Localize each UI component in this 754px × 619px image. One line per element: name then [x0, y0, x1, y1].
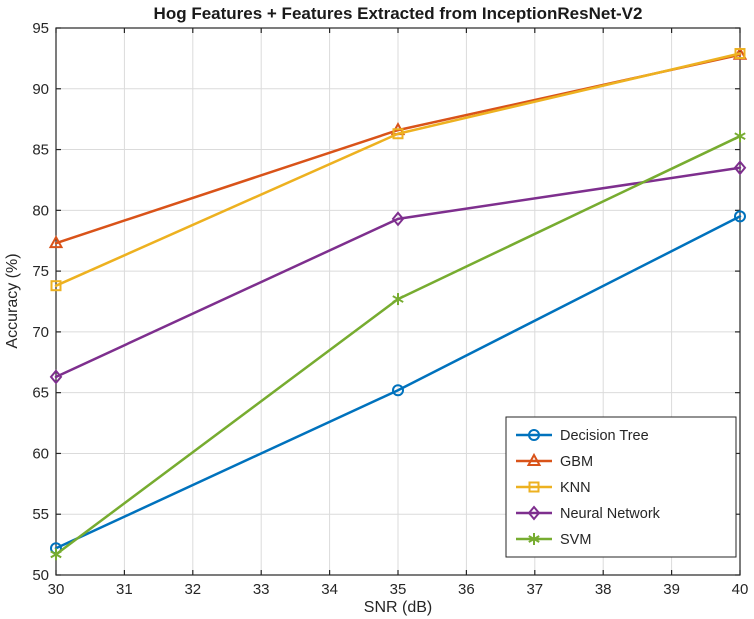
marker-square [734, 48, 746, 60]
x-tick-label: 40 [732, 581, 749, 598]
legend-entry-knn: KNN [516, 480, 591, 496]
marker-asterisk [528, 533, 540, 545]
y-tick-label: 95 [32, 20, 49, 37]
axes-layer: 30 31 32 33 34 35 36 37 38 39 40 50 55 60 65 70 75 80 85 90… [32, 20, 748, 598]
marker-square [392, 128, 404, 140]
series-line-knn [54, 52, 742, 287]
legend-label: SVM [560, 532, 591, 548]
x-axis-label: SNR (dB) [364, 599, 432, 616]
legend-label: Neural Network [560, 506, 661, 522]
marker-diamond [527, 505, 541, 521]
x-tick-label: 34 [321, 581, 338, 598]
x-tick-label: 31 [116, 581, 133, 598]
marker-triangle [48, 235, 64, 249]
y-tick-label: 75 [32, 263, 49, 280]
legend-entry-gbm: GBM [516, 452, 593, 470]
x-tick-label: 36 [458, 581, 475, 598]
marker-square [528, 481, 540, 493]
y-axis-label: Accuracy (%) [4, 253, 21, 348]
marker-diamond [391, 211, 405, 227]
x-tick-label: 32 [184, 581, 201, 598]
y-tick-label: 60 [32, 445, 49, 462]
series-line-neural-network [54, 166, 742, 379]
legend-label: KNN [560, 480, 591, 496]
marker-circle [528, 429, 540, 441]
x-tick-label: 38 [595, 581, 612, 598]
marker-asterisk [50, 548, 62, 561]
legend-entry-neural-network: Neural Network [516, 505, 661, 522]
legend-label: GBM [560, 454, 593, 470]
series-line-decision-tree [54, 215, 742, 550]
marker-asterisk [392, 293, 404, 306]
chart-title: Hog Features + Features Extracted from I… [154, 4, 643, 23]
legend-label: Decision Tree [560, 428, 649, 444]
marker-circle [392, 384, 404, 397]
marker-diamond [49, 369, 63, 385]
x-tick-label: 30 [48, 581, 65, 598]
x-tick-label: 35 [390, 581, 407, 598]
x-tick-label: 39 [663, 581, 680, 598]
legend-entry-svm: SVM [516, 532, 591, 548]
marker-circle [734, 210, 746, 223]
y-tick-label: 80 [32, 202, 49, 219]
legend-entry-decision-tree: Decision Tree [516, 428, 649, 444]
marker-triangle [526, 452, 542, 466]
series-layer [48, 46, 748, 561]
marker-diamond [733, 160, 747, 176]
y-tick-label: 90 [32, 81, 49, 98]
marker-asterisk [734, 130, 746, 143]
x-tick-label: 37 [526, 581, 543, 598]
y-tick-label: 85 [32, 142, 49, 159]
y-tick-label: 50 [32, 567, 49, 584]
y-tick-label: 55 [32, 506, 49, 523]
y-tick-label: 65 [32, 385, 49, 402]
x-tick-label: 33 [253, 581, 270, 598]
marker-square [50, 280, 62, 292]
y-tick-label: 70 [32, 324, 49, 341]
legend-box: Decision Tree GBM KNN Neural Network SVM [505, 416, 737, 558]
